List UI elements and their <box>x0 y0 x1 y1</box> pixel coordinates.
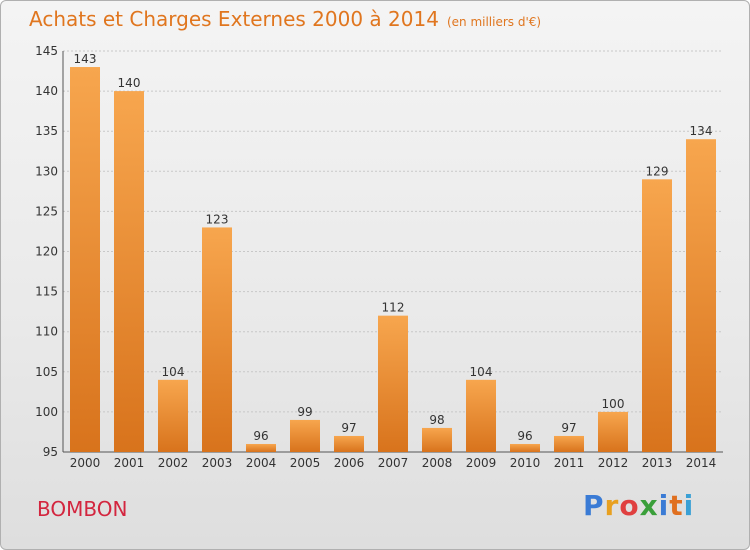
y-tick-label: 120 <box>35 245 58 259</box>
y-tick-label: 105 <box>35 365 58 379</box>
data-label: 97 <box>561 421 576 435</box>
bar <box>466 379 496 452</box>
bar <box>158 379 188 452</box>
x-tick-label: 2010 <box>510 456 541 470</box>
data-label: 134 <box>690 124 713 138</box>
x-tick-label: 2006 <box>334 456 365 470</box>
x-tick-label: 2011 <box>554 456 585 470</box>
data-label: 98 <box>429 413 444 427</box>
y-tick-label: 135 <box>35 124 58 138</box>
logo-letter: i <box>683 489 695 522</box>
data-label: 96 <box>517 429 532 443</box>
x-tick-label: 2013 <box>642 456 673 470</box>
x-tick-label: 2000 <box>70 456 101 470</box>
data-label: 112 <box>382 301 405 315</box>
bar <box>510 443 540 452</box>
data-label: 129 <box>646 164 669 178</box>
bar <box>290 419 320 452</box>
bar-layer <box>70 67 716 452</box>
x-tick-label: 2004 <box>246 456 277 470</box>
bar <box>554 435 584 452</box>
label-layer: 95 100 105 110 115 120 125 130 135 140 145 143 2000 1… <box>35 44 716 470</box>
data-label: 96 <box>253 429 268 443</box>
logo-letter: t <box>669 489 684 522</box>
bar <box>422 427 452 452</box>
data-label: 140 <box>118 76 141 90</box>
x-tick-label: 2005 <box>290 456 321 470</box>
logo-letter: o <box>619 489 640 522</box>
proxiti-logo: Proxiti <box>583 489 694 522</box>
chart-subtitle: (en milliers d'€) <box>446 15 542 29</box>
x-tick-label: 2009 <box>466 456 497 470</box>
data-label: 143 <box>74 52 97 66</box>
y-tick-label: 95 <box>43 445 58 459</box>
x-tick-label: 2012 <box>598 456 629 470</box>
commune-name: BOMBON <box>37 497 128 521</box>
bar <box>70 67 100 452</box>
data-label: 104 <box>470 365 493 379</box>
y-tick-label: 130 <box>35 164 58 178</box>
data-label: 99 <box>297 405 312 419</box>
y-tick-label: 115 <box>35 285 58 299</box>
data-label: 104 <box>162 365 185 379</box>
logo-letter: r <box>604 489 620 522</box>
bar <box>334 435 364 452</box>
bar <box>202 227 232 452</box>
chart-title-text: Achats et Charges Externes 2000 à 2014 <box>29 7 439 31</box>
bar <box>114 91 144 452</box>
logo-letter: i <box>658 489 670 522</box>
x-tick-label: 2008 <box>422 456 453 470</box>
data-label: 97 <box>341 421 356 435</box>
y-tick-label: 110 <box>35 325 58 339</box>
chart-title: Achats et Charges Externes 2000 à 2014 (e… <box>29 7 541 31</box>
x-tick-label: 2014 <box>686 456 717 470</box>
x-tick-label: 2002 <box>158 456 189 470</box>
bar <box>598 411 628 452</box>
bar <box>246 443 276 452</box>
x-tick-label: 2001 <box>114 456 145 470</box>
y-tick-label: 125 <box>35 204 58 218</box>
y-tick-label: 140 <box>35 84 58 98</box>
logo-letter: P <box>583 489 605 522</box>
x-tick-label: 2007 <box>378 456 409 470</box>
logo-letter: x <box>639 489 659 522</box>
bar <box>378 315 408 452</box>
x-tick-label: 2003 <box>202 456 233 470</box>
y-tick-label: 100 <box>35 405 58 419</box>
y-tick-label: 145 <box>35 44 58 58</box>
bar <box>642 179 672 452</box>
data-label: 100 <box>602 397 625 411</box>
bar <box>686 139 716 452</box>
data-label: 123 <box>206 212 229 226</box>
